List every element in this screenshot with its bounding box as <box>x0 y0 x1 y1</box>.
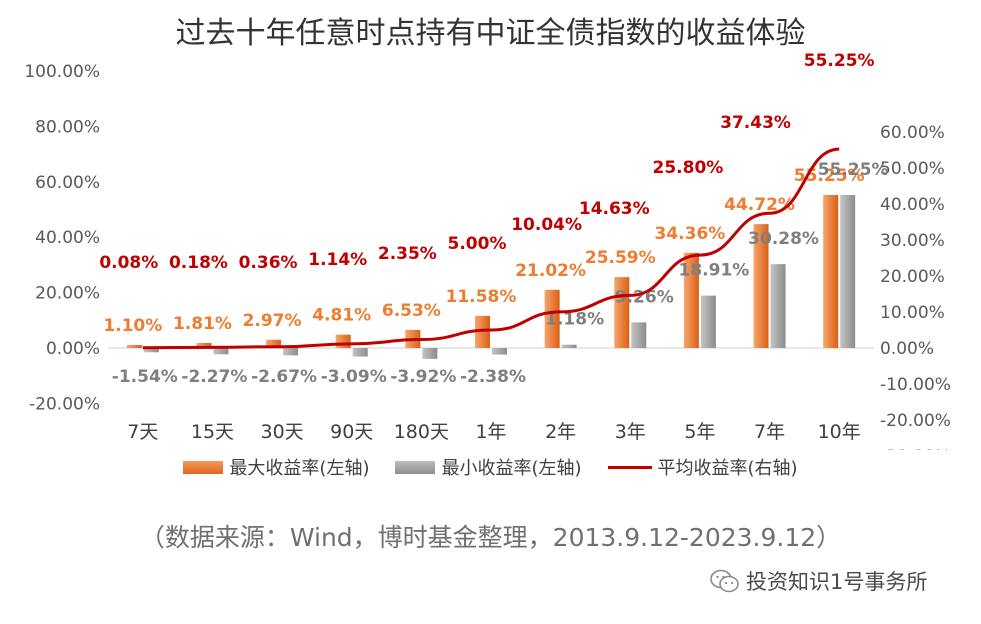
max-return-bar <box>266 339 282 348</box>
y-left-tick-label: 60.00% <box>35 173 100 193</box>
x-tick-label: 15天 <box>191 421 234 443</box>
max-return-label: 2.97% <box>243 311 302 331</box>
min-return-label: -1.54% <box>112 367 178 387</box>
chart-title: 过去十年任意时点持有中证全债指数的收益体验 <box>175 16 806 51</box>
max-return-label: 1.10% <box>103 316 162 336</box>
avg-return-label: 37.43% <box>720 113 791 133</box>
min-return-bar <box>561 344 577 348</box>
x-tick-label: 180天 <box>394 421 449 443</box>
min-return-label: 55.25% <box>818 160 889 180</box>
max-return-bar <box>126 344 142 348</box>
max-return-label: 44.72% <box>724 195 795 215</box>
x-tick-label: 7天 <box>127 421 158 443</box>
max-return-bar <box>823 194 839 348</box>
min-return-bar <box>700 295 716 348</box>
legend-item-max: 最大收益率(左轴) <box>183 454 369 480</box>
min-return-label: -2.67% <box>251 367 317 387</box>
min-return-label: -3.92% <box>390 367 456 387</box>
avg-return-label: 2.35% <box>378 244 437 264</box>
avg-return-label: 25.80% <box>653 158 724 178</box>
max-return-label: 25.59% <box>585 248 656 268</box>
legend-item-avg: 平均收益率(右轴) <box>607 454 798 480</box>
avg-return-line <box>142 147 840 350</box>
min-return-bar <box>840 194 856 348</box>
max-return-label: 11.58% <box>446 287 517 307</box>
wechat-icon <box>710 569 739 593</box>
avg-return-label: 5.00% <box>448 234 507 254</box>
min-return-bar <box>143 348 159 353</box>
y-right-tick-label: 50.00% <box>880 159 945 179</box>
min-return-label: -2.38% <box>460 367 526 387</box>
y-right-tick-label: -20.00% <box>880 411 951 431</box>
min-return-label: -2.27% <box>181 367 247 387</box>
min-return-label: 18.91% <box>679 261 750 281</box>
avg-return-label: 1.14% <box>308 250 367 270</box>
x-tick-label: 90天 <box>330 421 373 443</box>
legend-swatch-max <box>183 460 224 474</box>
y-right-tick-label: 40.00% <box>880 195 945 215</box>
source-note: （数据来源：Wind，博时基金整理，2013.9.12-2023.9.12） <box>139 523 842 552</box>
min-return-label: 1.18% <box>545 310 604 330</box>
y-left-tick-label: 40.00% <box>35 228 100 248</box>
avg-return-label: 10.04% <box>511 215 582 235</box>
y-right-tick-label: 0.00% <box>880 339 934 359</box>
legend-item-min: 最小收益率(左轴) <box>395 454 582 480</box>
min-return-bar <box>283 348 299 356</box>
avg-return-label: 0.36% <box>239 253 298 273</box>
legend-label-max: 最大收益率(左轴) <box>229 458 370 479</box>
x-tick-label: 1年 <box>475 421 506 443</box>
legend-swatch-avg <box>607 465 652 469</box>
y-right-tick-label: 10.00% <box>880 303 945 323</box>
avg-return-label: 0.18% <box>169 253 228 273</box>
y-left-tick-label: -20.00% <box>29 394 100 414</box>
x-tick-label: 3年 <box>615 421 646 443</box>
avg-return-label: 14.63% <box>579 199 650 219</box>
avg-return-label: 0.08% <box>99 253 158 273</box>
legend: 最大收益率(左轴) 最小收益率(左轴) 平均收益率(右轴) <box>0 454 981 480</box>
min-return-bar <box>213 348 229 355</box>
y-right-tick-label: -10.00% <box>880 375 951 395</box>
legend-swatch-min <box>395 460 436 474</box>
min-return-label: 9.26% <box>615 287 674 307</box>
y-left-tick-label: 80.00% <box>35 117 100 137</box>
y-right-tick-label: 30.00% <box>880 231 945 251</box>
x-tick-label: 5年 <box>684 421 715 443</box>
min-return-bar <box>631 322 647 348</box>
y-left-tick-label: 20.00% <box>35 284 100 304</box>
min-return-bar <box>492 348 507 355</box>
min-return-bar <box>770 264 786 348</box>
bar-line-chart: -20.00% 0.00% 20.00% 40.00% 60.00% 80.00% 100.… <box>24 51 951 450</box>
max-return-bar <box>335 334 351 348</box>
x-tick-label: 2年 <box>545 421 576 443</box>
legend-label-min: 最小收益率(左轴) <box>441 458 582 479</box>
avg-return-label: 55.25% <box>804 51 875 71</box>
max-return-bar <box>544 289 560 348</box>
y-right-tick-label: -30.00% <box>880 447 951 450</box>
x-tick-label: 7年 <box>754 421 785 443</box>
watermark-text: 投资知识1号事务所 <box>746 570 928 594</box>
x-tick-label: 10年 <box>818 421 861 443</box>
legend-label-avg: 平均收益率(右轴) <box>657 458 798 479</box>
max-return-label: 21.02% <box>515 261 586 281</box>
watermark: 投资知识1号事务所 <box>710 566 927 596</box>
max-return-bar <box>753 224 769 348</box>
max-return-label: 34.36% <box>655 224 726 244</box>
min-return-label: -3.09% <box>321 367 387 387</box>
y-right-tick-label: 60.00% <box>880 123 945 143</box>
max-return-label: 1.81% <box>173 314 232 334</box>
y-left-tick-label: 0.00% <box>46 339 100 359</box>
max-return-label: 4.81% <box>312 306 371 326</box>
y-right-tick-label: 20.00% <box>880 267 945 287</box>
max-return-bar <box>475 315 490 348</box>
max-return-label: 6.53% <box>382 301 441 321</box>
x-tick-label: 30天 <box>260 421 303 443</box>
max-return-bar <box>196 342 212 348</box>
min-return-label: 30.28% <box>748 229 819 249</box>
min-return-bar <box>422 348 438 359</box>
min-return-bar <box>352 348 368 357</box>
y-left-tick-label: 100.00% <box>24 62 100 82</box>
max-return-bar <box>683 252 699 348</box>
